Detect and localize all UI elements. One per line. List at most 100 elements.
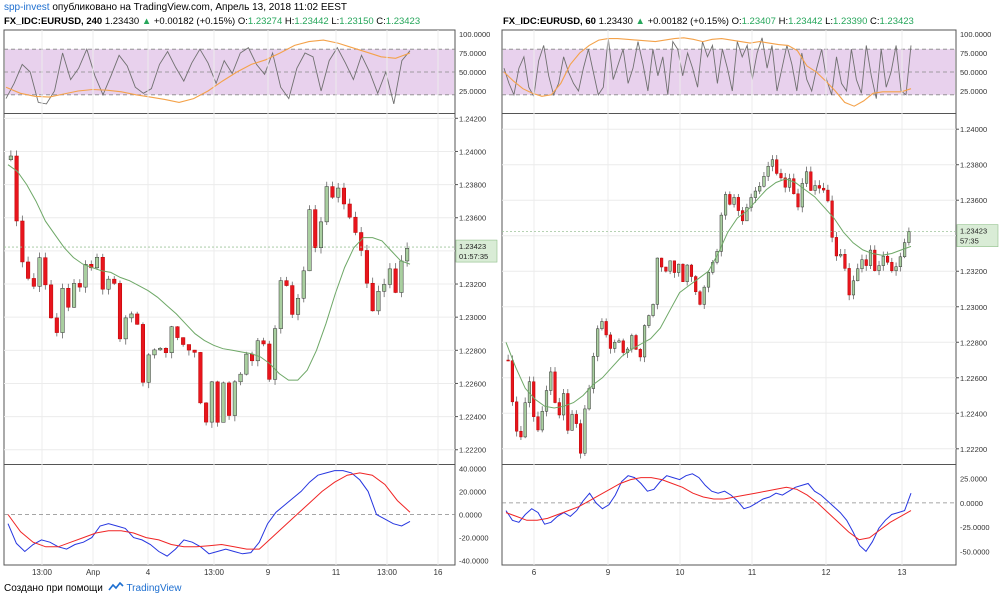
down-candle xyxy=(14,155,19,222)
up-candle xyxy=(60,288,65,333)
bottom-axis-tick: 0.0000 xyxy=(459,511,482,520)
candle xyxy=(715,248,719,265)
candle xyxy=(341,182,346,210)
price-axis-tick: 1.23800 xyxy=(459,181,486,190)
chart-1-last: 1.23430 xyxy=(104,16,140,27)
up-candle xyxy=(221,382,226,423)
down-candle xyxy=(843,254,847,269)
candle xyxy=(318,217,324,254)
published-text: опубликовано на TradingView.com, Апрель … xyxy=(52,2,347,13)
up-candle xyxy=(677,263,681,273)
down-candle xyxy=(634,335,638,350)
up-candle xyxy=(336,187,341,198)
chart-1-change: +0.00182 (+0.15%) xyxy=(153,16,236,27)
bottom-axis-tick: -40.0000 xyxy=(459,557,489,566)
down-candle xyxy=(822,187,826,191)
price-axis-tick: 1.22800 xyxy=(960,338,987,347)
time-axis-tick: 16 xyxy=(434,568,443,577)
down-candle xyxy=(284,280,289,286)
down-candle xyxy=(31,278,36,287)
candle xyxy=(261,337,266,347)
down-candle xyxy=(330,186,335,198)
candle xyxy=(851,275,856,300)
candle xyxy=(604,318,608,338)
candle xyxy=(745,203,749,222)
up-candle xyxy=(382,284,387,292)
down-candle xyxy=(117,283,123,340)
chart-240[interactable]: 100.0000 75.0000 50.0000 25.0000 1.24200 1.24… xyxy=(0,0,500,600)
created-with-text: Создано при помощи xyxy=(4,583,103,594)
chart-60[interactable]: 100.000075.000050.000025.00001.240001.23… xyxy=(500,0,1000,600)
candle xyxy=(330,181,335,199)
candle xyxy=(515,396,519,437)
chart-1-low: 1.23150 xyxy=(339,16,374,27)
price-axis-tick: 1.22800 xyxy=(459,346,486,355)
candle xyxy=(169,325,174,359)
down-candle xyxy=(864,259,868,266)
publisher-name[interactable]: spp-invest xyxy=(4,2,50,13)
candle xyxy=(898,252,902,272)
up-candle xyxy=(544,390,549,412)
down-candle xyxy=(890,262,894,272)
candle xyxy=(519,425,523,440)
candle xyxy=(544,385,549,417)
candle xyxy=(583,405,587,457)
candle xyxy=(26,256,31,281)
candle xyxy=(681,263,685,282)
candle xyxy=(613,339,617,353)
down-candle xyxy=(557,402,561,416)
candle xyxy=(647,314,651,329)
up-candle xyxy=(106,278,111,290)
candle xyxy=(741,207,745,225)
signal-line xyxy=(505,477,912,541)
down-candle xyxy=(660,257,664,268)
price-axis-tick: 1.24000 xyxy=(960,125,987,134)
down-candle xyxy=(830,200,834,238)
up-candle xyxy=(324,186,329,223)
candle xyxy=(140,322,145,387)
chart-2-symbol[interactable]: FX_IDC:EURUSD, 60 xyxy=(503,16,596,27)
down-candle xyxy=(43,257,48,286)
candle xyxy=(753,187,757,203)
up-candle xyxy=(856,268,860,282)
up-candle xyxy=(749,197,753,208)
chart-2-low: 1.23390 xyxy=(833,16,868,27)
tradingview-link[interactable]: TradingView xyxy=(126,583,182,594)
candle xyxy=(54,313,59,337)
moving-average-line xyxy=(7,164,411,381)
up-candle xyxy=(630,335,634,350)
candle xyxy=(792,173,796,195)
candle xyxy=(227,381,232,420)
up-candle xyxy=(209,381,214,423)
down-candle xyxy=(681,263,685,282)
down-candle xyxy=(393,268,398,293)
candle xyxy=(783,173,787,193)
price-axis-tick: 1.22600 xyxy=(960,374,987,383)
time-axis-tick: 11 xyxy=(748,568,757,577)
down-candle xyxy=(566,393,570,431)
up-candle xyxy=(152,349,157,356)
down-candle xyxy=(181,337,186,345)
candle xyxy=(804,166,809,188)
up-candle xyxy=(591,356,595,389)
candle xyxy=(638,347,642,362)
up-arrow-icon: ▲ xyxy=(141,16,152,27)
up-arrow-icon: ▲ xyxy=(635,16,645,27)
chart-1-symbol[interactable]: FX_IDC:EURUSD, 240 xyxy=(4,16,103,27)
candle xyxy=(758,182,762,195)
candle xyxy=(163,347,168,358)
candle xyxy=(864,254,868,271)
candle xyxy=(353,211,358,236)
candle xyxy=(94,253,100,270)
down-candle xyxy=(694,276,698,293)
candle xyxy=(106,275,111,295)
up-candle xyxy=(523,402,527,438)
top-axis-tick: 100.0000 xyxy=(459,30,490,39)
down-candle xyxy=(506,359,510,362)
up-candle xyxy=(72,283,77,308)
candle xyxy=(570,410,574,431)
up-candle xyxy=(278,280,283,329)
up-candle xyxy=(723,194,728,216)
candle xyxy=(100,253,105,295)
up-candle xyxy=(83,264,88,288)
